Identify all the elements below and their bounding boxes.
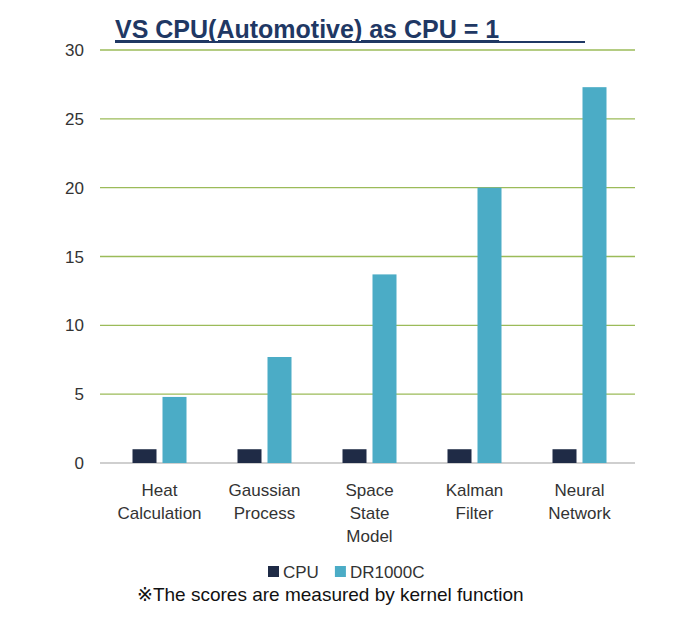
label-line: Neural [554,481,604,500]
bar [448,449,472,463]
bar [583,87,607,463]
legend-label: CPU [283,563,319,582]
y-tick-label: 20 [65,179,84,198]
bar [133,449,157,463]
x-tick-label: Space State Model [345,481,393,546]
legend-swatch [268,566,279,577]
bar [268,357,292,463]
legend-swatch [335,566,346,577]
title-underline [115,41,585,43]
grid-line [100,187,635,188]
title: VS CPU(Automotive) as CPU = 1 [115,15,499,43]
grid-line [100,256,635,257]
label-line: Process [234,504,295,523]
bars [133,87,607,463]
label-line: Heat [142,481,178,500]
label-line: Filter [456,504,494,523]
grid-line [100,49,635,50]
label-line: State [350,504,390,523]
label-line: Space [345,481,393,500]
label-line: Model [346,527,392,546]
x-tick-label: Neural Network [548,481,611,523]
y-tick-label: 5 [75,385,84,404]
bar [238,449,262,463]
chart: VS CPU(Automotive) as CPU = 1 0 5 10 15 20 25 3… [0,0,700,620]
grid-line [100,325,635,326]
note: ※The scores are measured by kernel funct… [137,584,524,605]
bar [373,274,397,463]
y-tick-label: 0 [75,454,84,473]
y-tick-label: 30 [65,41,84,60]
bar [553,449,577,463]
bar [478,188,502,463]
label-line: Network [548,504,611,523]
legend-label: DR1000C [350,563,425,582]
label-line: Calculation [117,504,201,523]
bar [343,449,367,463]
label-line: Kalman [446,481,504,500]
legend: CPU DR1000C [268,563,425,582]
y-tick-label: 15 [65,248,84,267]
grid-line [100,118,635,119]
x-tick-label: Gaussian Process [229,481,301,523]
x-tick-label: Kalman Filter [446,481,504,523]
label-line: Gaussian [229,481,301,500]
x-tick-label: Heat Calculation [117,481,201,523]
bar [163,397,187,463]
y-tick-label: 10 [65,316,84,335]
y-tick-label: 25 [65,110,84,129]
grid-line [100,394,635,395]
